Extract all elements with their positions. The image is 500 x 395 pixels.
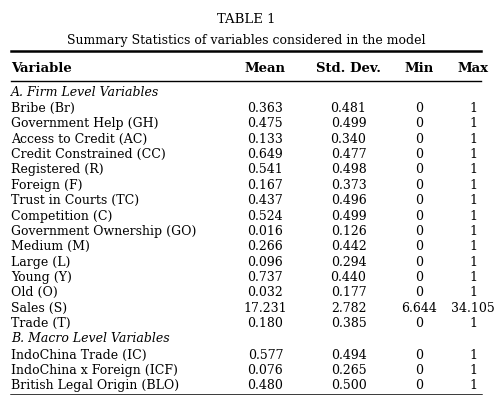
Text: Trade (T): Trade (T) <box>11 317 71 330</box>
Text: 0.016: 0.016 <box>248 225 284 238</box>
Text: 1: 1 <box>469 240 477 253</box>
Text: Government Help (GH): Government Help (GH) <box>11 117 158 130</box>
Text: 0.167: 0.167 <box>248 179 284 192</box>
Text: 0.440: 0.440 <box>330 271 366 284</box>
Text: 0.577: 0.577 <box>248 349 283 361</box>
Text: Trust in Courts (TC): Trust in Courts (TC) <box>11 194 140 207</box>
Text: 0.373: 0.373 <box>330 179 366 192</box>
Text: Std. Dev.: Std. Dev. <box>316 62 381 75</box>
Text: 0: 0 <box>416 256 424 269</box>
Text: British Legal Origin (BLO): British Legal Origin (BLO) <box>11 379 179 392</box>
Text: Young (Y): Young (Y) <box>11 271 72 284</box>
Text: 0.032: 0.032 <box>248 286 284 299</box>
Text: 0.076: 0.076 <box>248 364 284 377</box>
Text: 1: 1 <box>469 102 477 115</box>
Text: Large (L): Large (L) <box>11 256 70 269</box>
Text: Credit Constrained (CC): Credit Constrained (CC) <box>11 148 166 161</box>
Text: 0.496: 0.496 <box>330 194 366 207</box>
Text: 0: 0 <box>416 117 424 130</box>
Text: 0.177: 0.177 <box>330 286 366 299</box>
Text: 1: 1 <box>469 164 477 177</box>
Text: 0: 0 <box>416 225 424 238</box>
Text: Competition (C): Competition (C) <box>11 210 112 222</box>
Text: 0: 0 <box>416 133 424 146</box>
Text: 1: 1 <box>469 317 477 330</box>
Text: 17.231: 17.231 <box>244 302 287 315</box>
Text: 1: 1 <box>469 194 477 207</box>
Text: 6.644: 6.644 <box>402 302 438 315</box>
Text: 34.105: 34.105 <box>452 302 495 315</box>
Text: 0.096: 0.096 <box>248 256 284 269</box>
Text: 0.363: 0.363 <box>248 102 284 115</box>
Text: 0.265: 0.265 <box>330 364 366 377</box>
Text: 0.475: 0.475 <box>248 117 283 130</box>
Text: 0.480: 0.480 <box>248 379 284 392</box>
Text: 1: 1 <box>469 148 477 161</box>
Text: Max: Max <box>458 62 488 75</box>
Text: 1: 1 <box>469 349 477 361</box>
Text: 0: 0 <box>416 210 424 222</box>
Text: 0: 0 <box>416 271 424 284</box>
Text: 0.477: 0.477 <box>330 148 366 161</box>
Text: 1: 1 <box>469 210 477 222</box>
Text: 0.737: 0.737 <box>248 271 283 284</box>
Text: 1: 1 <box>469 364 477 377</box>
Text: Registered (R): Registered (R) <box>11 164 104 177</box>
Text: 0: 0 <box>416 379 424 392</box>
Text: 0.499: 0.499 <box>330 117 366 130</box>
Text: Bribe (Br): Bribe (Br) <box>11 102 75 115</box>
Text: 1: 1 <box>469 225 477 238</box>
Text: Foreign (F): Foreign (F) <box>11 179 83 192</box>
Text: 0: 0 <box>416 194 424 207</box>
Text: Government Ownership (GO): Government Ownership (GO) <box>11 225 196 238</box>
Text: B. Macro Level Variables: B. Macro Level Variables <box>11 333 170 346</box>
Text: 0.494: 0.494 <box>330 349 366 361</box>
Text: 0: 0 <box>416 364 424 377</box>
Text: 0.481: 0.481 <box>330 102 366 115</box>
Text: 0: 0 <box>416 286 424 299</box>
Text: 0: 0 <box>416 164 424 177</box>
Text: Sales (S): Sales (S) <box>11 302 68 315</box>
Text: Variable: Variable <box>11 62 72 75</box>
Text: 0.294: 0.294 <box>330 256 366 269</box>
Text: 1: 1 <box>469 133 477 146</box>
Text: 0: 0 <box>416 349 424 361</box>
Text: 0.266: 0.266 <box>248 240 284 253</box>
Text: A. Firm Level Variables: A. Firm Level Variables <box>11 86 160 99</box>
Text: 0.133: 0.133 <box>248 133 284 146</box>
Text: 0.442: 0.442 <box>330 240 366 253</box>
Text: 1: 1 <box>469 256 477 269</box>
Text: Access to Credit (AC): Access to Credit (AC) <box>11 133 147 146</box>
Text: 0.437: 0.437 <box>248 194 284 207</box>
Text: 0: 0 <box>416 179 424 192</box>
Text: 0.524: 0.524 <box>248 210 283 222</box>
Text: 0: 0 <box>416 148 424 161</box>
Text: 0: 0 <box>416 317 424 330</box>
Text: 1: 1 <box>469 379 477 392</box>
Text: 0.500: 0.500 <box>330 379 366 392</box>
Text: Min: Min <box>405 62 434 75</box>
Text: Summary Statistics of variables considered in the model: Summary Statistics of variables consider… <box>66 34 425 47</box>
Text: 0.541: 0.541 <box>248 164 284 177</box>
Text: 0.340: 0.340 <box>330 133 366 146</box>
Text: Mean: Mean <box>245 62 286 75</box>
Text: 0.649: 0.649 <box>248 148 284 161</box>
Text: 0.498: 0.498 <box>330 164 366 177</box>
Text: TABLE 1: TABLE 1 <box>216 13 275 26</box>
Text: 1: 1 <box>469 286 477 299</box>
Text: 1: 1 <box>469 179 477 192</box>
Text: 0.385: 0.385 <box>330 317 366 330</box>
Text: Old (O): Old (O) <box>11 286 58 299</box>
Text: IndoChina x Foreign (ICF): IndoChina x Foreign (ICF) <box>11 364 178 377</box>
Text: 0.180: 0.180 <box>248 317 284 330</box>
Text: 0: 0 <box>416 240 424 253</box>
Text: Medium (M): Medium (M) <box>11 240 90 253</box>
Text: 0.499: 0.499 <box>330 210 366 222</box>
Text: 2.782: 2.782 <box>331 302 366 315</box>
Text: 0: 0 <box>416 102 424 115</box>
Text: 1: 1 <box>469 271 477 284</box>
Text: 0.126: 0.126 <box>330 225 366 238</box>
Text: IndoChina Trade (IC): IndoChina Trade (IC) <box>11 349 147 361</box>
Text: 1: 1 <box>469 117 477 130</box>
